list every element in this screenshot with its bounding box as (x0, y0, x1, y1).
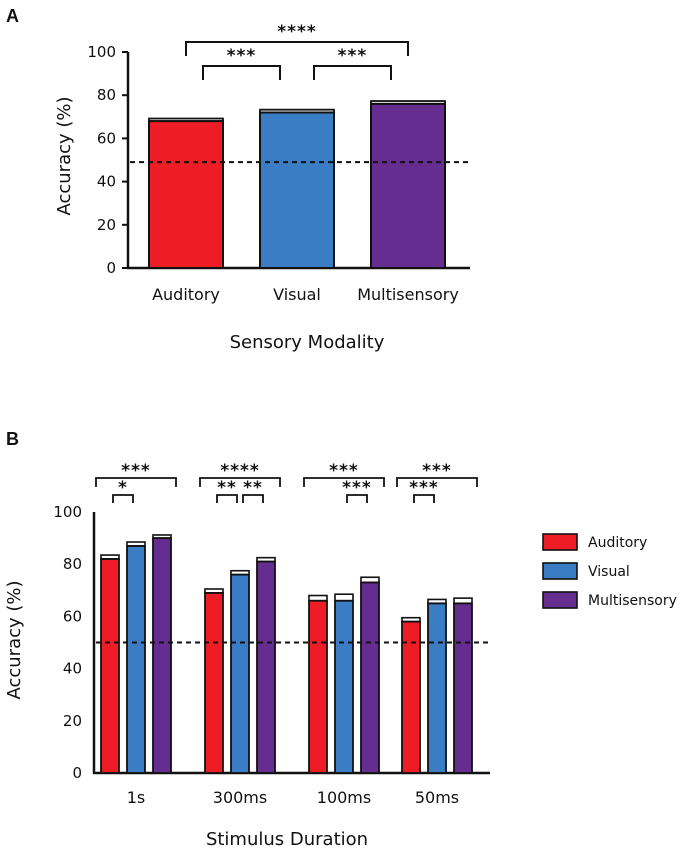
panel-b-error-bar (204, 588, 224, 594)
panel-b-significance-label: *** (121, 461, 151, 481)
panel-b-significance-label: *** (409, 478, 439, 498)
panel-b-bar-visual (427, 602, 447, 774)
panel-b-significance-label: **** (220, 461, 260, 481)
legend-swatch-auditory (542, 533, 578, 551)
panel-b-error-bar (230, 569, 250, 576)
legend-swatch-visual (542, 562, 578, 580)
panel-b-category-label: 1s (127, 788, 146, 807)
panel-b-significance-bracket (303, 477, 385, 487)
panel-a-bar-multisensory (370, 102, 446, 269)
panel-b-category-label: 50ms (415, 788, 459, 807)
panel-b-y-tick-label: 60 (63, 607, 82, 625)
legend-swatch-multisensory (542, 591, 578, 609)
legend-label-auditory: Auditory (588, 535, 647, 551)
panel-b-legend: Auditory Visual Multisensory (542, 533, 677, 609)
panel-a-y-tick-label: 100 (87, 43, 116, 61)
panel-b-y-tick-label: 20 (63, 712, 82, 730)
panel-b-significance-label: *** (329, 461, 359, 481)
panel-b-significance-label: ** (243, 478, 263, 498)
panel-b-bar-multisensory (360, 581, 380, 774)
panel-b-error-bar (256, 556, 276, 563)
panel-b-y-tick-label: 100 (53, 503, 82, 521)
panel-b-error-bar (100, 554, 120, 560)
panel-a-error-bar (148, 117, 224, 123)
panel-b-error-bar (360, 576, 380, 584)
panel-b-significance-label: *** (342, 478, 372, 498)
panel-b-significance-label: *** (422, 461, 452, 481)
panel-a-error-bar (370, 100, 446, 105)
panel-a-significance-label: **** (277, 22, 317, 42)
panel-b-significance-label: ** (217, 478, 237, 498)
panel-b-significance-label: * (118, 478, 128, 498)
panel-b-y-tick-label: 0 (72, 764, 82, 782)
panel-b-error-bar (308, 594, 328, 602)
panel-a-bar-visual (259, 111, 335, 270)
panel-a-category-label: Visual (273, 285, 321, 304)
panel-a-significance-bracket (185, 41, 409, 56)
panel-b-bar-auditory (308, 599, 328, 774)
panel-b-error-bar (126, 541, 146, 547)
panel-b-bar-visual (126, 545, 146, 774)
panel-b-significance-bracket (199, 477, 281, 487)
panel-b-error-bar (401, 616, 421, 623)
panel-b-error-bar (334, 593, 354, 602)
panel-b-significance-bracket (216, 494, 238, 503)
panel-a-bar-auditory (148, 120, 224, 270)
panel-a-significance-bracket (313, 65, 392, 80)
panel-a-x-axis-title: Sensory Modality (230, 332, 385, 353)
panel-b-y-tick-label: 80 (63, 555, 82, 573)
panel-a-y-tick-label: 0 (106, 259, 116, 277)
panel-a-y-tick-label: 60 (97, 129, 116, 147)
panel-b-significance-bracket (95, 477, 177, 487)
panel-label-a: A (6, 6, 19, 26)
panel-a-error-bar (259, 108, 335, 114)
panel-b-category-label: 300ms (213, 788, 267, 807)
panel-a-y-tick-label: 80 (97, 86, 116, 104)
panel-b-bar-visual (334, 599, 354, 774)
panel-b-bar-multisensory (152, 537, 172, 774)
panel-a-significance-label: *** (338, 46, 368, 66)
legend-label-visual: Visual (588, 564, 630, 580)
panel-b-significance-bracket (396, 477, 478, 487)
panel-b-bar-multisensory (256, 560, 276, 774)
panel-a-y-tick-label: 40 (97, 173, 116, 191)
panel-b-y-tick-label: 40 (63, 660, 82, 678)
panel-b-error-bar (152, 534, 172, 539)
panel-b-y-axis-title: Accuracy (%) (4, 580, 25, 699)
panel-b-bar-visual (230, 573, 250, 774)
panel-a-category-label: Multisensory (357, 285, 459, 304)
panel-b-significance-bracket (346, 494, 368, 503)
panel-a-significance-bracket (202, 65, 281, 80)
panel-a-y-axis-title: Accuracy (%) (54, 96, 75, 215)
panel-b-error-bar (453, 597, 473, 605)
panel-b-bar-auditory (204, 592, 224, 774)
panel-a-y-tick-label: 20 (97, 216, 116, 234)
panel-a-chart: 0 20 40 60 80 100 Auditory Visual Multisensory **… (87, 22, 470, 304)
panel-b-bar-auditory (401, 620, 421, 774)
panel-a-category-label: Auditory (152, 285, 220, 304)
panel-b-bar-auditory (100, 558, 120, 774)
panel-b-x-axis-title: Stimulus Duration (206, 829, 368, 850)
panel-b-bar-multisensory (453, 602, 473, 774)
panel-a-significance-label: *** (227, 46, 257, 66)
panel-b-error-bar (427, 598, 447, 605)
panel-b-significance-bracket (242, 494, 264, 503)
panel-b-significance-bracket (413, 494, 435, 503)
panel-b-category-label: 100ms (317, 788, 371, 807)
legend-label-multisensory: Multisensory (588, 593, 677, 609)
panel-b-significance-bracket (112, 494, 134, 503)
panel-label-b: B (6, 429, 19, 449)
